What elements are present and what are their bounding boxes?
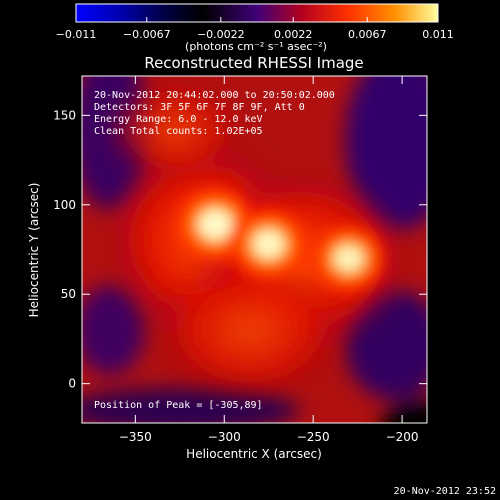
emission-sources bbox=[170, 182, 390, 297]
y-tick-label: 100 bbox=[53, 198, 76, 212]
x-tick-label: −350 bbox=[119, 430, 152, 444]
colorbar-tick-label: −0.0067 bbox=[123, 28, 171, 41]
y-tick-label: 0 bbox=[68, 377, 76, 391]
y-tick-label: 150 bbox=[53, 108, 76, 122]
y-tick-label: 50 bbox=[61, 287, 76, 301]
x-axis-label: Heliocentric X (arcsec) bbox=[186, 447, 322, 461]
info-detectors: Detectors: 3F 5F 6F 7F 8F 9F, Att 0 bbox=[94, 102, 305, 113]
info-time-range: 20-Nov-2012 20:44:02.000 to 20:50:02.000 bbox=[94, 90, 335, 101]
colorbar-tick-label: −0.011 bbox=[56, 28, 97, 41]
info-clean-counts: Clean Total counts: 1.02E+05 bbox=[94, 126, 263, 137]
x-tick-label: −200 bbox=[386, 430, 419, 444]
plot-frame bbox=[81, 75, 428, 424]
colorbar-unit-label: (photons cm⁻² s⁻¹ asec⁻²) bbox=[185, 40, 327, 53]
footer-timestamp: 20-Nov-2012 23:52 bbox=[394, 486, 496, 497]
peak-position-label: Position of Peak = [-305,89] bbox=[94, 400, 263, 411]
colorbar-tick-label: 0.0067 bbox=[348, 28, 387, 41]
emission-source-core-2 bbox=[252, 229, 285, 259]
y-axis-label: Heliocentric Y (arcsec) bbox=[27, 183, 41, 318]
colorbar-gradient bbox=[75, 3, 439, 23]
colorbar-tick-label: 0.011 bbox=[422, 28, 454, 41]
x-tick-label: −250 bbox=[297, 430, 330, 444]
x-tick-label: −300 bbox=[208, 430, 241, 444]
info-energy-range: Energy Range: 6.0 - 12.0 keV bbox=[94, 114, 263, 125]
x-axis-ticks: −350 −300 −250 −200 bbox=[119, 76, 419, 444]
chart-title: Reconstructed RHESSI Image bbox=[144, 54, 363, 72]
colorbar: −0.011 −0.0067 −0.0022 0.0022 0.0067 0.011 (p… bbox=[56, 3, 454, 53]
colorbar-ticks: −0.011 −0.0067 −0.0022 0.0022 0.0067 0.011 bbox=[56, 17, 454, 41]
colorbar-tick-label: −0.0022 bbox=[197, 28, 245, 41]
plot-area bbox=[82, 76, 427, 423]
emission-source-core-3 bbox=[333, 244, 364, 273]
emission-source-core-1 bbox=[198, 209, 232, 240]
y-axis-ticks: 0 50 100 150 bbox=[53, 108, 427, 391]
colorbar-tick-label: 0.0022 bbox=[274, 28, 313, 41]
info-block: 20-Nov-2012 20:44:02.000 to 20:50:02.000… bbox=[94, 90, 335, 137]
